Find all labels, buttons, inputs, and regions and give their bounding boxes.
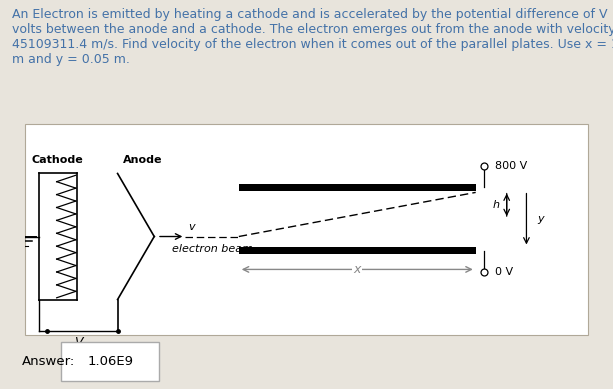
Text: 800 V: 800 V	[495, 161, 528, 171]
Text: 1.06E9: 1.06E9	[87, 355, 134, 368]
FancyBboxPatch shape	[61, 342, 159, 381]
Text: 0 V: 0 V	[495, 267, 514, 277]
Text: x: x	[354, 263, 361, 276]
Text: v: v	[188, 222, 195, 232]
Text: Anode: Anode	[123, 155, 162, 165]
Text: Cathode: Cathode	[32, 155, 83, 165]
Text: electron beam: electron beam	[172, 244, 253, 254]
Text: V: V	[74, 336, 82, 349]
Bar	[239, 184, 476, 191]
Text: y: y	[538, 214, 544, 224]
Text: An Electron is emitted by heating a cathode and is accelerated by the potential : An Electron is emitted by heating a cath…	[12, 8, 613, 66]
Text: Answer:: Answer:	[21, 355, 75, 368]
Text: h: h	[493, 200, 500, 210]
Bar	[239, 247, 476, 254]
